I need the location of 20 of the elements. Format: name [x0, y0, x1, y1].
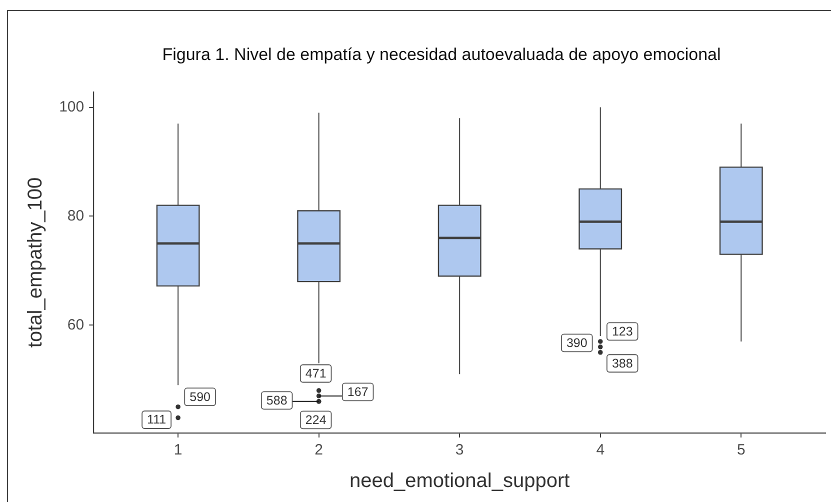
- annotation: 390: [566, 336, 588, 350]
- annotation: 167: [347, 384, 368, 399]
- x-tick-label: 4: [596, 442, 605, 459]
- y-tick-label: 80: [67, 207, 84, 224]
- annotation: 224: [305, 412, 326, 427]
- y-axis-title: total_empathy_100: [24, 177, 47, 348]
- annotation: 123: [612, 324, 633, 338]
- x-tick-label: 5: [736, 442, 746, 459]
- chart-title: Figura 1. Nivel de empatía y necesidad autoevaluada de apoyo emocional: [162, 45, 721, 65]
- annotation: 590: [190, 390, 211, 404]
- x-tick-label: 3: [455, 442, 464, 459]
- annotation: 111: [147, 412, 166, 427]
- annotation: 471: [305, 366, 326, 380]
- y-tick-label: 60: [67, 316, 84, 334]
- annotation: 588: [266, 393, 288, 408]
- x-tick-label: 2: [314, 442, 324, 459]
- x-tick-label: 1: [174, 442, 182, 459]
- x-axis-title: need_emotional_support: [350, 470, 570, 492]
- y-tick-label: 100: [59, 98, 84, 116]
- annotation: 388: [612, 356, 633, 370]
